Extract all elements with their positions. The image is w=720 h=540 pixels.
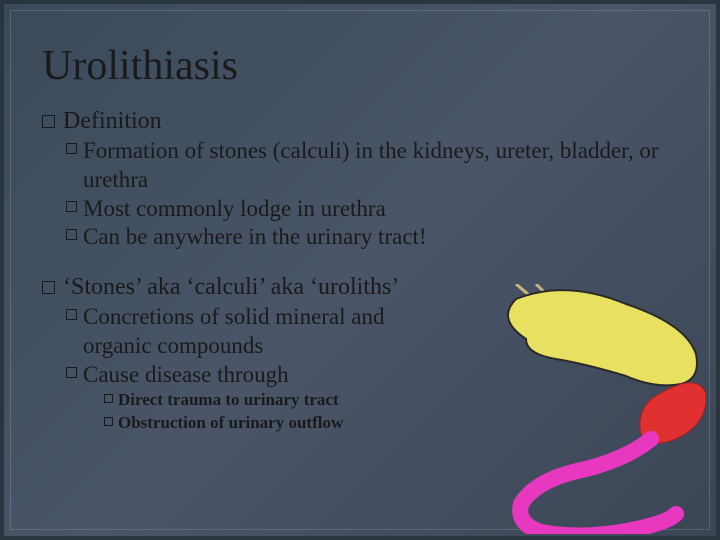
bullet-text: Formation of stones (calculi) in the kid… — [83, 137, 678, 195]
bullet-text: Can be anywhere in the urinary tract! — [83, 223, 678, 252]
bullet-text: Concretions of solid mineral and organic… — [83, 303, 446, 361]
bullet-icon — [104, 417, 113, 426]
slide-title: Urolithiasis — [4, 4, 716, 90]
bullet-icon — [66, 201, 77, 212]
urethra-shape — [520, 439, 676, 534]
section-heading-definition: Definition — [42, 108, 678, 135]
bullet-item: Concretions of solid mineral and organic… — [66, 303, 446, 361]
bullet-item: Formation of stones (calculi) in the kid… — [66, 137, 678, 195]
bullet-icon — [66, 143, 77, 154]
bullet-icon — [66, 367, 77, 378]
bullet-icon — [42, 281, 55, 294]
sub-bullet-text: Obstruction of urinary outflow — [118, 412, 343, 435]
bullet-icon — [42, 115, 55, 128]
bullet-icon — [66, 309, 77, 320]
sub-bullet-text: Direct trauma to urinary tract — [118, 389, 339, 412]
bullet-text: Most commonly lodge in urethra — [83, 195, 678, 224]
bullet-item: Can be anywhere in the urinary tract! — [66, 223, 678, 252]
bullet-item: Most commonly lodge in urethra — [66, 195, 678, 224]
section-heading-text: ‘Stones’ aka ‘calculi’ aka ‘uroliths’ — [63, 274, 399, 301]
bladder-shape — [508, 290, 697, 385]
bullet-icon — [66, 229, 77, 240]
bullet-text: Cause disease through — [83, 361, 446, 390]
section-heading-text: Definition — [63, 108, 162, 135]
bullet-icon — [104, 394, 113, 403]
bullet-item: Cause disease through — [66, 361, 446, 390]
bladder-illustration — [426, 284, 706, 534]
